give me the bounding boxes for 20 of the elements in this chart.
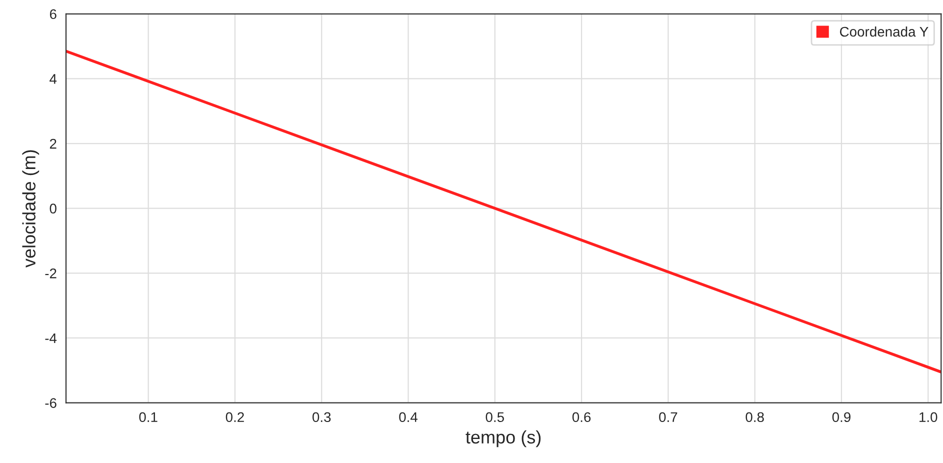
x-tick-label: 1.0 <box>920 412 938 422</box>
y-axis-title: velocidade (m) <box>22 150 40 268</box>
y-tick-label: -4 <box>45 333 57 344</box>
x-tick-label: 0.8 <box>746 412 764 422</box>
x-tick-label: 0.4 <box>399 412 418 422</box>
x-tick-label: 0.1 <box>139 412 158 422</box>
legend-label: Coordenada Y <box>840 26 928 37</box>
y-tick-label: 4 <box>50 74 57 84</box>
y-tick-label: 6 <box>50 9 56 20</box>
x-tick-label: 0.3 <box>312 412 331 422</box>
x-tick-label: 0.7 <box>659 412 678 422</box>
y-tick-label: -6 <box>45 398 56 408</box>
y-tick-label: -2 <box>45 268 56 278</box>
x-axis-title: tempo (s) <box>466 430 541 448</box>
y-tick-label: 2 <box>50 138 56 149</box>
x-tick-label: 0.5 <box>486 412 504 422</box>
y-tick-label: 0 <box>50 204 56 214</box>
x-tick-label: 0.9 <box>832 412 850 422</box>
x-tick-label: 0.6 <box>572 412 591 422</box>
x-tick-label: 0.2 <box>226 412 244 422</box>
